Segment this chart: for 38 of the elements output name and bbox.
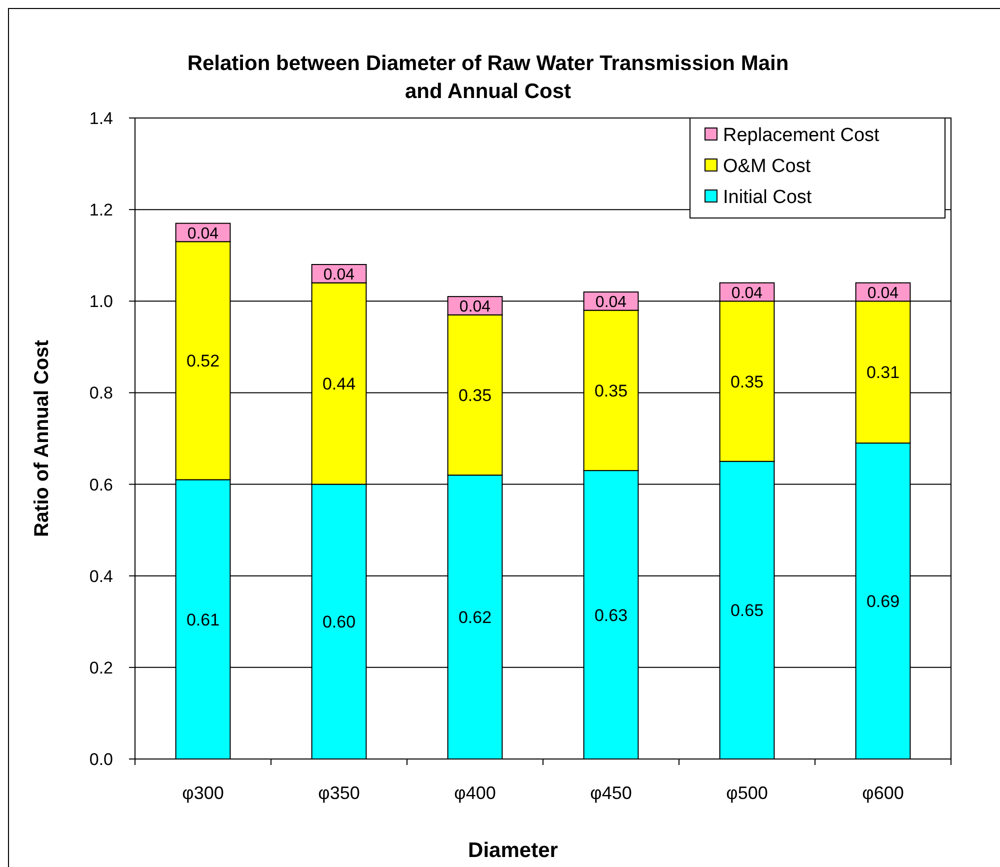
y-tick-label: 1.2	[89, 200, 113, 220]
x-tick-label: φ450	[590, 783, 632, 803]
x-tick-label: φ300	[182, 783, 224, 803]
y-tick-label: 0.6	[89, 475, 113, 494]
data-label: 0.69	[866, 592, 900, 612]
data-label: 0.35	[458, 386, 492, 406]
data-label: 0.63	[594, 606, 628, 625]
data-label: 0.04	[595, 294, 627, 312]
data-label: 0.04	[731, 284, 763, 302]
y-tick-label: 0.2	[89, 658, 113, 678]
x-tick-label: φ500	[726, 783, 768, 803]
data-label: 0.61	[186, 610, 220, 630]
x-tick-label: φ350	[318, 783, 360, 803]
data-label: 0.04	[459, 298, 491, 316]
data-label: 0.44	[322, 374, 356, 394]
data-label: 0.52	[186, 352, 220, 371]
chart-title: Relation between Diameter of Raw Water Transmission Main and Annual Cost	[187, 52, 789, 103]
x-axis-title: Diameter	[468, 839, 558, 862]
y-axis-title: Ratio of Annual Cost	[31, 340, 53, 538]
legend-label: Replacement Cost	[723, 125, 880, 146]
data-label: 0.35	[730, 372, 764, 392]
legend-label: O&M Cost	[723, 156, 812, 177]
x-tick-label: φ600	[862, 783, 904, 803]
legend-label: Initial Cost	[723, 187, 812, 208]
y-tick-label: 0.8	[89, 384, 113, 403]
data-label: 0.31	[866, 363, 900, 382]
data-label: 0.04	[867, 284, 899, 302]
data-label: 0.65	[730, 601, 764, 620]
y-tick-label: 1.0	[89, 292, 113, 312]
y-tick-label: 1.4	[89, 109, 113, 128]
data-label: 0.60	[322, 612, 356, 632]
x-tick-label: φ400	[454, 783, 496, 803]
data-label: 0.35	[594, 381, 628, 400]
y-tick-label: 0.0	[89, 750, 113, 769]
data-label: 0.04	[323, 266, 355, 284]
data-label: 0.04	[187, 225, 219, 242]
y-tick-label: 0.4	[89, 566, 113, 586]
data-label: 0.62	[458, 608, 492, 628]
